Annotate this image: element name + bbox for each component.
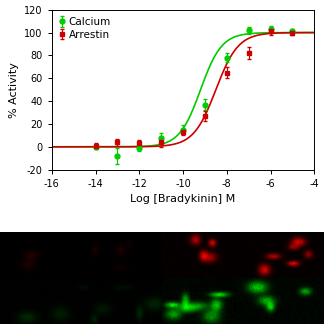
X-axis label: Log [Bradykinin] M: Log [Bradykinin] M	[131, 194, 236, 204]
Legend: Calcium, Arrestin: Calcium, Arrestin	[57, 15, 113, 42]
Y-axis label: % Activity: % Activity	[9, 62, 19, 118]
